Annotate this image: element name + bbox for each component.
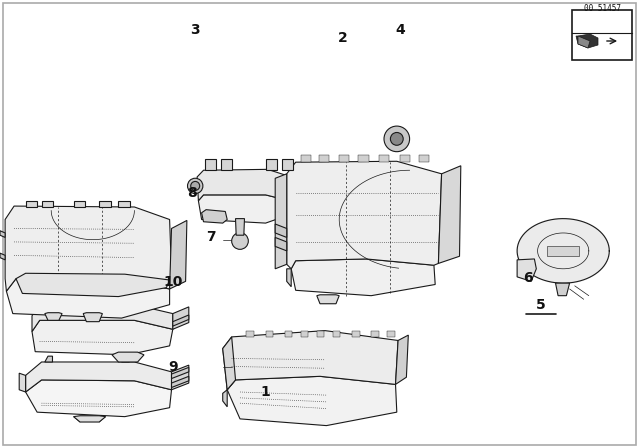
Polygon shape [198, 195, 291, 223]
Polygon shape [83, 313, 102, 322]
Polygon shape [387, 331, 395, 337]
Text: 5: 5 [536, 297, 546, 312]
Polygon shape [339, 155, 349, 162]
FancyBboxPatch shape [572, 10, 632, 60]
Polygon shape [319, 155, 329, 162]
Polygon shape [578, 36, 590, 48]
Text: 10: 10 [163, 275, 182, 289]
Polygon shape [301, 331, 308, 337]
Polygon shape [358, 155, 369, 162]
Polygon shape [170, 220, 187, 289]
Polygon shape [5, 206, 172, 291]
Polygon shape [16, 273, 170, 297]
Polygon shape [246, 331, 254, 337]
Polygon shape [547, 246, 579, 256]
Text: 4: 4 [395, 23, 405, 38]
Polygon shape [74, 416, 106, 422]
Polygon shape [266, 159, 277, 170]
Polygon shape [118, 201, 130, 207]
Polygon shape [379, 155, 389, 162]
Text: 3: 3 [190, 23, 200, 38]
Polygon shape [556, 283, 570, 296]
Polygon shape [172, 365, 189, 390]
Text: 8: 8 [187, 185, 197, 200]
Polygon shape [236, 219, 244, 235]
Polygon shape [517, 219, 609, 283]
Polygon shape [291, 259, 435, 296]
Polygon shape [576, 34, 598, 48]
Text: 7: 7 [206, 230, 216, 245]
Polygon shape [517, 259, 536, 281]
Polygon shape [45, 356, 52, 362]
Circle shape [191, 181, 200, 190]
Polygon shape [197, 169, 291, 201]
Polygon shape [223, 331, 398, 390]
Polygon shape [275, 174, 287, 269]
Polygon shape [6, 279, 170, 318]
Polygon shape [419, 155, 429, 162]
Polygon shape [227, 376, 397, 426]
Polygon shape [223, 390, 227, 407]
Polygon shape [438, 166, 461, 263]
Polygon shape [333, 331, 340, 337]
Polygon shape [99, 201, 111, 207]
Polygon shape [396, 335, 408, 384]
Polygon shape [317, 295, 339, 304]
Polygon shape [26, 380, 172, 417]
Polygon shape [400, 155, 410, 162]
Polygon shape [266, 331, 273, 337]
Text: 2: 2 [337, 31, 348, 45]
Polygon shape [317, 331, 324, 337]
Polygon shape [282, 159, 293, 170]
Polygon shape [287, 269, 291, 287]
Polygon shape [172, 376, 189, 388]
Polygon shape [45, 313, 62, 320]
Polygon shape [275, 224, 287, 237]
Polygon shape [202, 210, 227, 223]
Polygon shape [74, 201, 85, 207]
Polygon shape [173, 315, 189, 326]
Circle shape [188, 178, 203, 194]
Polygon shape [0, 253, 5, 260]
Polygon shape [371, 331, 379, 337]
Polygon shape [289, 174, 302, 201]
Text: 9: 9 [168, 360, 178, 375]
Circle shape [384, 126, 410, 152]
Polygon shape [112, 352, 144, 362]
Polygon shape [285, 331, 292, 337]
Polygon shape [0, 231, 5, 237]
Text: 1: 1 [260, 385, 271, 399]
Polygon shape [287, 161, 442, 269]
Polygon shape [352, 331, 360, 337]
Text: 6: 6 [523, 271, 533, 285]
Circle shape [390, 133, 403, 145]
Polygon shape [221, 159, 232, 170]
Polygon shape [275, 237, 287, 251]
Polygon shape [122, 356, 129, 362]
Polygon shape [517, 219, 609, 283]
Polygon shape [32, 304, 173, 332]
Polygon shape [19, 373, 26, 392]
Text: 00 51457: 00 51457 [584, 4, 621, 13]
Polygon shape [32, 320, 173, 355]
Polygon shape [26, 201, 37, 207]
Polygon shape [301, 155, 311, 162]
Polygon shape [26, 362, 172, 392]
Circle shape [232, 233, 248, 250]
Polygon shape [223, 337, 236, 390]
Polygon shape [173, 307, 189, 329]
Polygon shape [205, 159, 216, 170]
Polygon shape [172, 367, 189, 379]
Polygon shape [42, 201, 53, 207]
